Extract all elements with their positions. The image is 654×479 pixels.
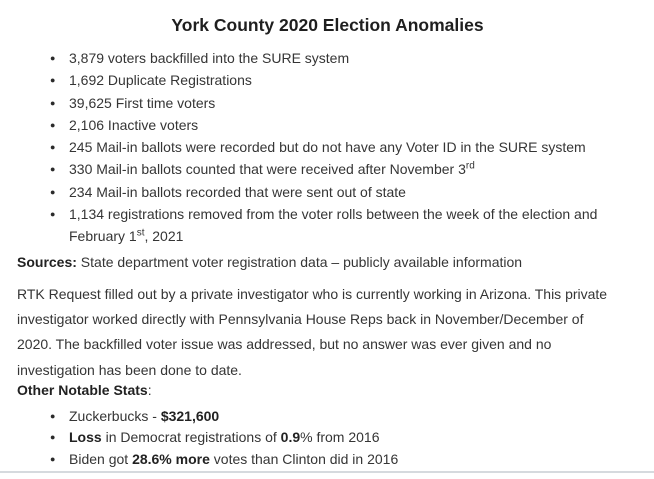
other-stats-list: ● Zuckerbucks - $321,600 ● Loss in Democrat… bbox=[17, 406, 638, 471]
text-segment: in Democrat registrations of bbox=[101, 429, 281, 446]
list-item: ● 39,625 First time voters bbox=[50, 92, 638, 114]
sources-label: Sources: bbox=[17, 253, 77, 270]
list-item: ● 330 Mail-in ballots counted that were r… bbox=[50, 158, 638, 180]
sources-line: Sources: State department voter registra… bbox=[17, 251, 638, 273]
bullet-icon: ● bbox=[50, 97, 56, 108]
text-segment: Biden got bbox=[69, 450, 133, 467]
list-item: ● 234 Mail-in ballots recorded that were … bbox=[50, 181, 638, 203]
bottom-border bbox=[0, 471, 654, 473]
bullet-icon: ● bbox=[50, 119, 56, 130]
list-item-text: 245 Mail-in ballots were recorded but do… bbox=[69, 136, 638, 158]
list-item-text: Zuckerbucks - $321,600 bbox=[69, 406, 638, 428]
list-item: ● 1,134 registrations removed from the vo… bbox=[50, 203, 638, 248]
bullet-icon: ● bbox=[50, 164, 56, 175]
list-item-text: 234 Mail-in ballots recorded that were s… bbox=[69, 181, 638, 203]
text-segment: votes than Clinton did in 2016 bbox=[209, 450, 399, 467]
list-item: ● Zuckerbucks - $321,600 bbox=[50, 406, 638, 428]
paragraph-line: investigation has been done to date. bbox=[17, 361, 242, 378]
text-segment: 28.6% more bbox=[132, 450, 210, 467]
bullet-icon: ● bbox=[50, 75, 56, 86]
text-segment: 0.9 bbox=[280, 429, 301, 446]
anomalies-list: ● 3,879 voters backfilled into the SURE s… bbox=[17, 47, 638, 248]
paragraph-line: investigator worked directly with Pennsy… bbox=[17, 310, 584, 327]
text-segment: 330 Mail-in ballots counted that were re… bbox=[69, 161, 466, 178]
bullet-icon: ● bbox=[50, 53, 56, 63]
other-stats-heading: Other Notable Stats: bbox=[17, 379, 638, 401]
list-item-text: 2,106 Inactive voters bbox=[69, 114, 638, 136]
text-segment: % from 2016 bbox=[300, 429, 380, 446]
sources-text: State department voter registration data… bbox=[76, 253, 523, 270]
text-segment: 39,625 First time voters bbox=[69, 94, 216, 111]
bullet-icon: ● bbox=[50, 453, 56, 464]
text-segment: 234 Mail-in ballots recorded that were s… bbox=[69, 183, 406, 200]
list-item-text: 1,134 registrations removed from the vot… bbox=[69, 203, 638, 248]
bullet-icon: ● bbox=[50, 142, 56, 153]
text-segment: 1,134 registrations removed from the vot… bbox=[69, 206, 598, 223]
list-item-text: 330 Mail-in ballots counted that were re… bbox=[69, 158, 638, 180]
text-segment: 1,692 Duplicate Registrations bbox=[69, 72, 252, 89]
text-segment: , 2021 bbox=[144, 228, 184, 245]
paragraph-line: 2020. The backfilled voter issue was add… bbox=[17, 336, 552, 353]
superscript: rd bbox=[465, 160, 475, 172]
list-item: ● Biden got 28.6% more votes than Clinton… bbox=[50, 449, 638, 471]
text-segment: February 1 bbox=[69, 228, 137, 245]
rtk-paragraph: RTK Request filled out by a private inve… bbox=[17, 282, 638, 383]
text-segment: 2,106 Inactive voters bbox=[69, 116, 199, 133]
page-title: York County 2020 Election Anomalies bbox=[171, 15, 484, 35]
list-item: ● Loss in Democrat registrations of 0.9% … bbox=[50, 427, 638, 449]
other-stats-heading-colon: : bbox=[147, 381, 152, 398]
superscript: st bbox=[136, 227, 145, 239]
list-item: ● 2,106 Inactive voters bbox=[50, 114, 638, 136]
list-item-text: 39,625 First time voters bbox=[69, 92, 638, 114]
list-item: ● 245 Mail-in ballots were recorded but d… bbox=[50, 136, 638, 158]
list-item-text: 1,692 Duplicate Registrations bbox=[69, 69, 638, 91]
list-item: ● 3,879 voters backfilled into the SURE s… bbox=[50, 47, 638, 69]
bullet-icon: ● bbox=[50, 186, 56, 197]
other-stats-heading-label: Other Notable Stats bbox=[17, 381, 148, 398]
list-item: ● 1,692 Duplicate Registrations bbox=[50, 69, 638, 91]
paragraph-line: RTK Request filled out by a private inve… bbox=[17, 285, 608, 302]
list-item-text: Loss in Democrat registrations of 0.9% f… bbox=[69, 427, 638, 449]
text-segment: Zuckerbucks - bbox=[69, 407, 161, 424]
text-segment: 3,879 voters backfilled into the SURE sy… bbox=[69, 50, 350, 66]
bullet-icon: ● bbox=[50, 432, 56, 443]
list-item-text: 3,879 voters backfilled into the SURE sy… bbox=[69, 47, 638, 69]
text-segment: 245 Mail-in ballots were recorded but do… bbox=[69, 139, 586, 156]
list-item-text: Biden got 28.6% more votes than Clinton … bbox=[69, 449, 638, 471]
text-segment: Loss bbox=[69, 429, 102, 446]
text-segment: $321,600 bbox=[160, 407, 220, 424]
bullet-icon: ● bbox=[50, 209, 56, 220]
bullet-icon: ● bbox=[50, 410, 56, 421]
